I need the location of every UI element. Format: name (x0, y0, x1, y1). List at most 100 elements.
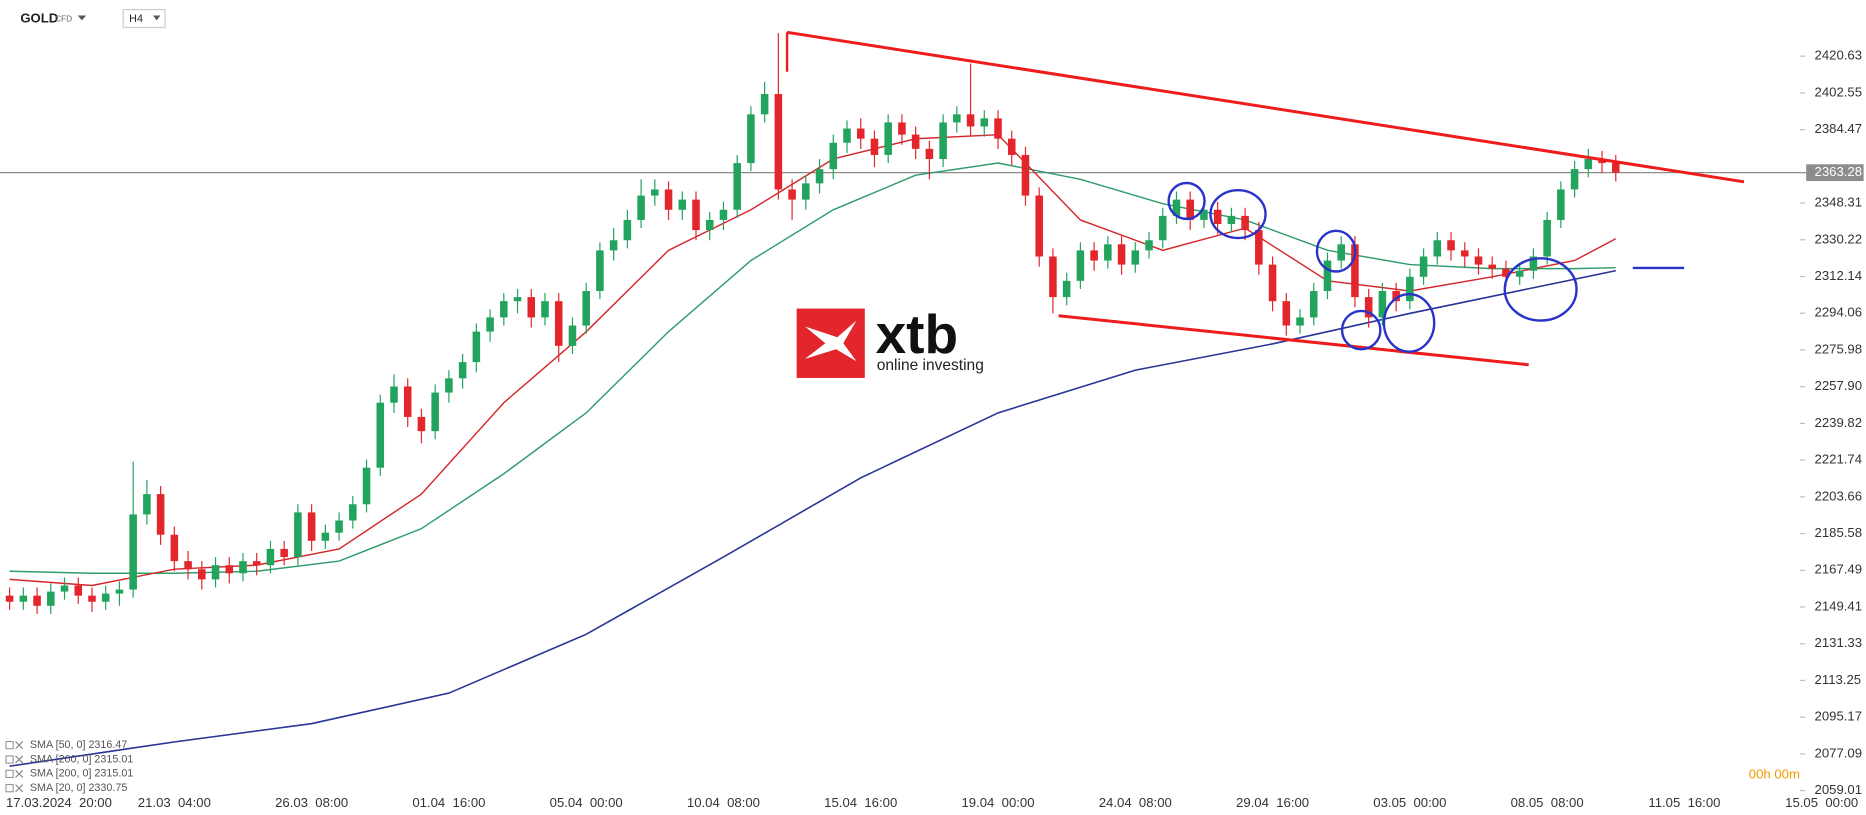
legend-remove[interactable] (15, 784, 24, 793)
candle-body (1419, 256, 1428, 277)
highlight-circle (1382, 293, 1436, 353)
timeframe-select[interactable] (122, 8, 166, 29)
candle-body (1117, 244, 1126, 265)
y-tick-label: 2185.58 (1815, 525, 1863, 540)
candle-body (33, 595, 41, 606)
candle-body (1268, 264, 1277, 302)
candle-body (129, 514, 137, 590)
y-tick-label: 2257.90 (1815, 378, 1863, 393)
logo: xtb online investing (796, 303, 984, 378)
candle-body (527, 297, 536, 318)
candle-body (884, 122, 892, 155)
candle-body (664, 189, 673, 210)
candle-body (458, 362, 467, 379)
candle-body (898, 122, 906, 135)
candle-body (1145, 240, 1153, 251)
candle-body (1488, 264, 1496, 269)
candle-body (5, 595, 14, 602)
y-tick-label: 2221.74 (1815, 452, 1863, 467)
y-tick-label: 2113.25 (1815, 672, 1862, 687)
candle-body (294, 512, 302, 558)
candle-body (321, 532, 330, 541)
candle-body (101, 593, 110, 602)
candle-body (390, 386, 398, 403)
legend-remove[interactable] (15, 741, 24, 750)
candle-body (802, 183, 810, 200)
annotations (785, 30, 1745, 367)
y-tick-label: 2095.17 (1815, 709, 1863, 724)
plot-area (0, 33, 1807, 767)
candle-body (115, 589, 124, 594)
candle-body (1309, 291, 1318, 318)
y-tick-label: 2149.41 (1815, 598, 1863, 613)
candle-body (1323, 260, 1332, 292)
highlight-circle (1503, 257, 1578, 322)
candle-body (692, 199, 700, 231)
candle-body (774, 94, 783, 190)
y-tick-label: 2077.09 (1815, 745, 1863, 760)
candle-body (1584, 159, 1593, 170)
candle-body (239, 561, 247, 574)
y-tick-label: 2275.98 (1815, 341, 1863, 356)
legend-remove[interactable] (15, 769, 24, 778)
candle-body (637, 195, 645, 220)
y-tick-label: 2348.31 (1815, 195, 1863, 210)
candle-body (1447, 240, 1455, 251)
candle-body (1255, 230, 1263, 265)
x-tick-label: 03.05 00:00 (1373, 795, 1446, 810)
candle-body (376, 402, 385, 468)
y-tick-label: 2167.49 (1815, 562, 1863, 577)
candle-body (1351, 244, 1359, 298)
candle-body (198, 569, 206, 580)
x-tick-label: 15.04 16:00 (824, 795, 897, 810)
legend-remove[interactable] (15, 755, 24, 764)
candle-body (1172, 199, 1181, 216)
candle-body (1570, 169, 1579, 190)
candle-body (266, 548, 275, 566)
y-tick-label: 2059.01 (1815, 782, 1863, 797)
candle-body (829, 142, 838, 170)
candle-body (1433, 240, 1442, 257)
current-price-box (1806, 164, 1864, 182)
candle-body (870, 138, 879, 155)
candle-body (1557, 189, 1565, 220)
current-price-label: 2363.28 (1815, 164, 1863, 179)
candle-body (170, 534, 179, 562)
candle-body (156, 494, 165, 535)
trend-line (1058, 314, 1529, 367)
legend-icon (5, 769, 14, 778)
x-tick-label: 10.04 08:00 (687, 795, 760, 810)
legend-entry: SMA [20, 0] 2330.75 (30, 782, 127, 794)
y-tick-label: 2294.06 (1815, 305, 1863, 320)
candle-body (60, 585, 69, 592)
sma-line (9, 269, 1616, 767)
candle-body (1200, 209, 1208, 220)
candle-body (1035, 195, 1043, 257)
candle-body (403, 386, 412, 417)
logo-tagline: online investing (877, 357, 984, 374)
candle-body (280, 548, 288, 558)
legend-icon (5, 755, 14, 764)
candle-body (980, 118, 989, 127)
candle-body (1131, 250, 1140, 265)
candle-body (335, 520, 343, 533)
candle-body (843, 128, 851, 143)
y-tick-label: 2203.66 (1815, 488, 1863, 503)
candle-body (733, 163, 741, 210)
logo-icon (805, 320, 857, 362)
candle-body (1241, 215, 1249, 231)
candle-body (939, 122, 947, 160)
candle-body (417, 416, 426, 432)
candle-body (1186, 199, 1194, 220)
candle-body (1529, 256, 1538, 271)
x-tick-label: 08.05 08:00 (1511, 795, 1584, 810)
legend-icon (5, 741, 14, 750)
candle-body (1474, 256, 1483, 265)
y-tick-label: 2131.33 (1815, 635, 1863, 650)
dropdown-arrow[interactable] (77, 15, 87, 21)
y-tick-label: 2330.22 (1815, 231, 1863, 246)
candle-body (651, 189, 659, 196)
candle-body (1090, 250, 1098, 261)
candle-body (1104, 244, 1112, 261)
candle-body (486, 317, 494, 332)
